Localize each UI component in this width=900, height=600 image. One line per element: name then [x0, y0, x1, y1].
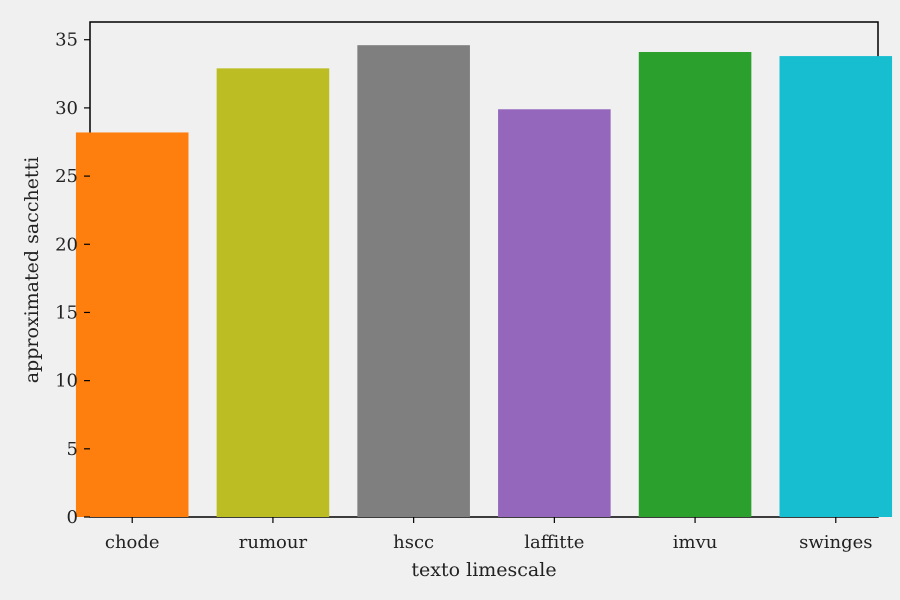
y-tick-label: 10	[55, 371, 78, 392]
x-tick-label: hscc	[393, 532, 434, 553]
x-axis-ticks: chode rumour hscc laffitte imvu swinges	[105, 517, 872, 553]
x-tick-label: laffitte	[524, 532, 584, 553]
x-tick-label: imvu	[673, 532, 718, 553]
bar-imvu	[638, 52, 752, 517]
y-tick-label: 5	[67, 439, 78, 460]
y-axis-ticks: 0 5 10 15 20 25 30 35	[55, 30, 90, 528]
bar-hscc	[357, 45, 470, 517]
x-tick-label: swinges	[799, 532, 872, 553]
y-tick-label: 20	[55, 234, 78, 255]
y-tick-label: 0	[67, 507, 78, 528]
x-tick-label: rumour	[239, 532, 308, 553]
bar-rumour	[216, 68, 330, 517]
bars-group	[75, 45, 893, 518]
bar-swinges	[779, 56, 893, 517]
bar-laffitte	[498, 109, 611, 517]
bar-chode	[75, 132, 189, 518]
y-axis-label: approximated sacchetti	[21, 157, 43, 384]
y-tick-label: 15	[55, 302, 78, 323]
y-tick-label: 25	[55, 166, 78, 187]
x-axis-label: texto limescale	[411, 559, 556, 581]
y-tick-label: 30	[55, 98, 78, 119]
y-tick-label: 35	[55, 30, 78, 51]
x-tick-label: chode	[105, 532, 160, 553]
plot-frame	[89, 21, 879, 518]
